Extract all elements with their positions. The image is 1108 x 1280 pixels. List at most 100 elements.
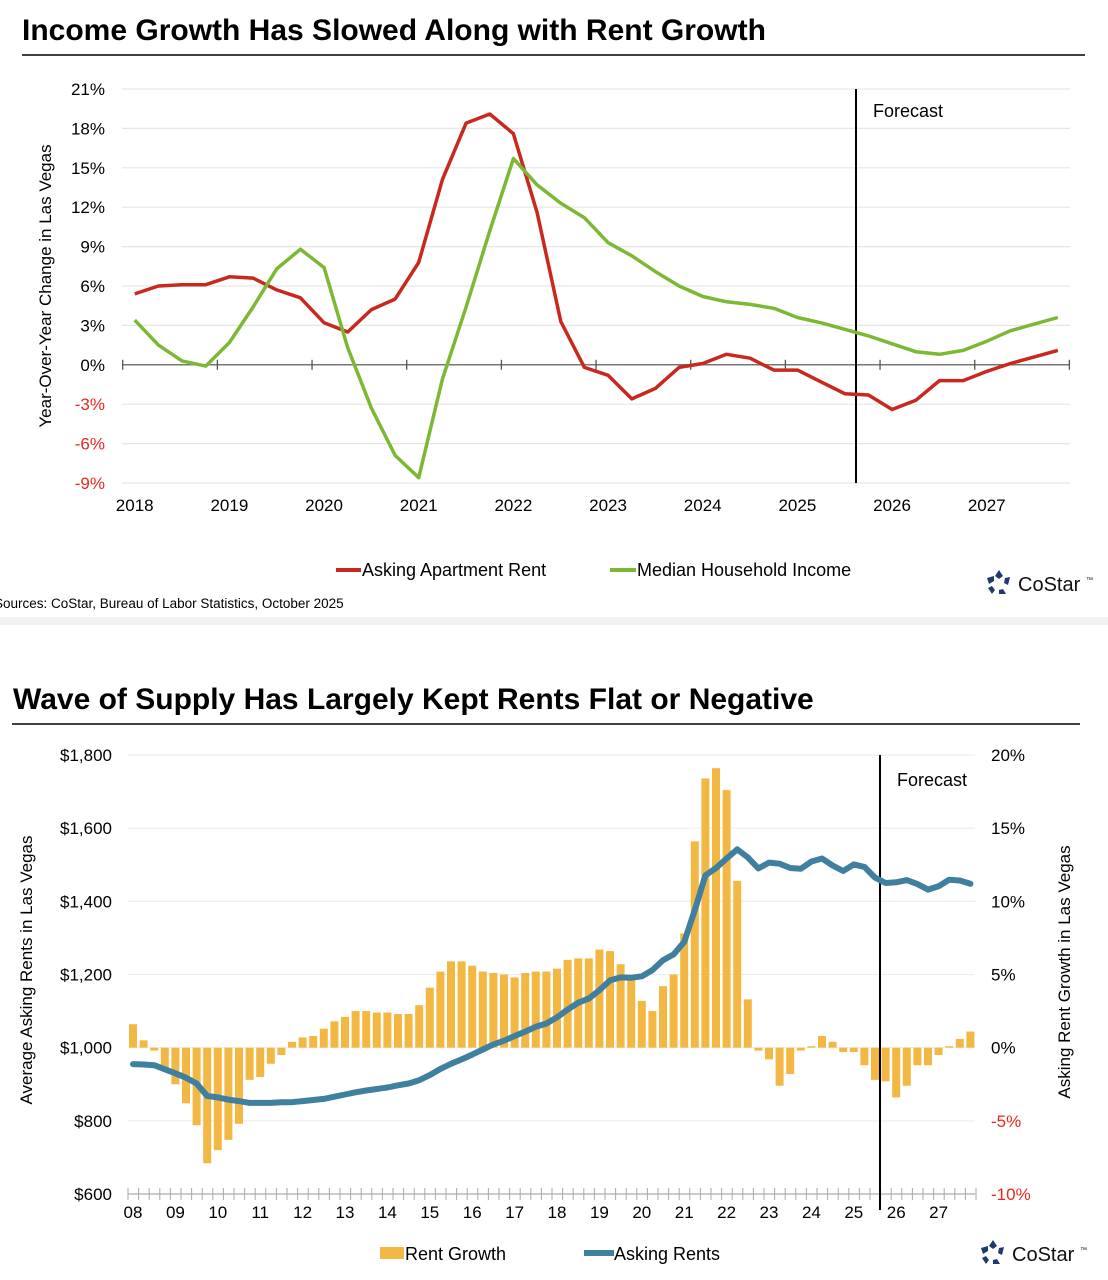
x-tick-label: 2018 <box>116 496 154 515</box>
x-tick-label: 2026 <box>873 496 911 515</box>
rent-growth-bar <box>139 1040 148 1048</box>
rent-growth-bar <box>584 958 593 1048</box>
rent-growth-bar <box>394 1014 402 1048</box>
rent-growth-bar <box>319 1028 328 1048</box>
x-tick-label: 2027 <box>968 496 1006 515</box>
rent-growth-bar <box>775 1047 784 1086</box>
rent-growth-bar <box>669 974 678 1048</box>
costar-logo-text: CoStar <box>1018 574 1081 596</box>
x-tick-label: 15 <box>420 1203 439 1222</box>
chart1-y-axis-title: Year-Over-Year Change in Las Vegas <box>36 144 55 427</box>
x-tick-label: 2024 <box>684 496 722 515</box>
rent-growth-bar <box>500 974 508 1048</box>
y-tick-label: 6% <box>80 277 105 296</box>
costar-logo-1: CoStar ™ <box>987 570 1093 596</box>
x-tick-label: 12 <box>293 1203 312 1222</box>
rent-growth-bar <box>415 1005 424 1048</box>
costar-logo-tm: ™ <box>1080 1247 1087 1254</box>
legend-swatch-rent-growth <box>380 1247 404 1259</box>
rent-growth-bar <box>510 977 519 1048</box>
chart2-legend: Rent Growth Asking Rents <box>380 1244 720 1264</box>
y-right-tick-label: 20% <box>991 746 1025 765</box>
chart2-right-axis-title: Asking Rent Growth in Las Vegas <box>1055 845 1074 1098</box>
y-left-tick-label: $1,600 <box>60 819 112 838</box>
rent-growth-bar <box>298 1037 307 1048</box>
rent-growth-bar <box>372 1012 381 1048</box>
x-tick-label: 20 <box>632 1203 651 1222</box>
rent-growth-bar <box>924 1047 932 1066</box>
rent-growth-bar <box>606 951 614 1048</box>
rent-growth-bar <box>659 986 667 1048</box>
rent-growth-bar <box>256 1047 265 1077</box>
x-tick-label: 2021 <box>400 496 438 515</box>
x-tick-label: 17 <box>505 1203 524 1222</box>
rent-growth-bar <box>235 1047 243 1124</box>
y-tick-label: 12% <box>71 198 105 217</box>
rent-growth-bar <box>531 971 540 1048</box>
rent-growth-bar <box>892 1047 901 1098</box>
legend-label-rent-growth: Rent Growth <box>405 1244 506 1264</box>
rent-growth-bar <box>160 1047 169 1069</box>
rent-growth-bar <box>743 999 752 1048</box>
y-tick-label: 15% <box>71 159 105 178</box>
rent-growth-bar <box>680 933 689 1048</box>
rent-growth-bar <box>637 1000 646 1048</box>
x-tick-label: 16 <box>463 1203 482 1222</box>
costar-star-icon <box>987 570 1010 594</box>
rent-growth-bar <box>330 1021 339 1048</box>
y-tick-label: -9% <box>75 474 105 493</box>
x-tick-label: 27 <box>929 1203 948 1222</box>
legend-label-asking-rents: Asking Rents <box>614 1244 720 1264</box>
rent-growth-bar <box>542 971 551 1048</box>
chart2-forecast-label: Forecast <box>897 770 967 790</box>
rent-growth-bar <box>849 1047 858 1053</box>
series-line-asking-apartment-rent <box>134 112 1059 412</box>
series-line-median-household-income <box>133 156 1059 480</box>
y-tick-label: 18% <box>71 119 105 138</box>
x-tick-label: 21 <box>675 1203 694 1222</box>
y-right-tick-label: -10% <box>991 1185 1031 1204</box>
rent-growth-bar <box>468 965 477 1048</box>
x-tick-label: 23 <box>760 1203 779 1222</box>
rent-growth-bar <box>786 1047 795 1075</box>
y-left-tick-label: $1,000 <box>60 1039 112 1058</box>
rent-growth-bar <box>945 1046 954 1048</box>
rent-growth-bar <box>457 961 466 1048</box>
rent-growth-bar <box>828 1041 837 1048</box>
chart2-plot: $1,800 $1,600 $1,400 $1,200 $1,000 $800 $600 20… <box>60 746 1031 1222</box>
x-tick-label: 18 <box>548 1203 567 1222</box>
chart2-left-axis-title: Average Asking Rents in Las Vegas <box>17 835 36 1104</box>
x-tick-label: 2020 <box>305 496 343 515</box>
rent-growth-bar <box>436 971 445 1048</box>
y-right-tick-label: 5% <box>991 966 1016 985</box>
rent-growth-bar <box>203 1047 212 1164</box>
rent-growth-bar <box>425 987 434 1048</box>
x-tick-label: 14 <box>378 1203 397 1222</box>
y-right-tick-label: 10% <box>991 892 1025 911</box>
x-tick-label: 2025 <box>778 496 816 515</box>
rent-growth-bar <box>277 1047 286 1055</box>
legend-label-income: Median Household Income <box>637 560 851 580</box>
x-tick-label: 26 <box>887 1203 906 1222</box>
rent-growth-bar <box>712 768 720 1048</box>
rent-growth-bar <box>690 841 699 1048</box>
rent-growth-bar <box>362 1011 371 1048</box>
rent-growth-bar <box>351 1011 360 1048</box>
x-tick-label: 13 <box>336 1203 355 1222</box>
section-divider <box>0 617 1108 625</box>
y-tick-label: 21% <box>71 80 105 99</box>
rent-growth-bar <box>754 1047 763 1051</box>
rent-growth-bar <box>765 1047 773 1060</box>
rent-growth-bar <box>595 949 604 1048</box>
x-tick-label: 22 <box>717 1203 736 1222</box>
rent-growth-bar <box>902 1047 911 1086</box>
x-tick-label: 11 <box>251 1203 269 1222</box>
costar-logo-tm: ™ <box>1086 577 1093 584</box>
rent-growth-bar <box>404 1014 413 1048</box>
y-left-tick-label: $1,800 <box>60 746 112 765</box>
rent-growth-bar <box>722 790 731 1048</box>
costar-star-icon <box>981 1240 1004 1264</box>
rent-growth-bar <box>245 1047 254 1080</box>
y-left-tick-label: $600 <box>74 1185 112 1204</box>
